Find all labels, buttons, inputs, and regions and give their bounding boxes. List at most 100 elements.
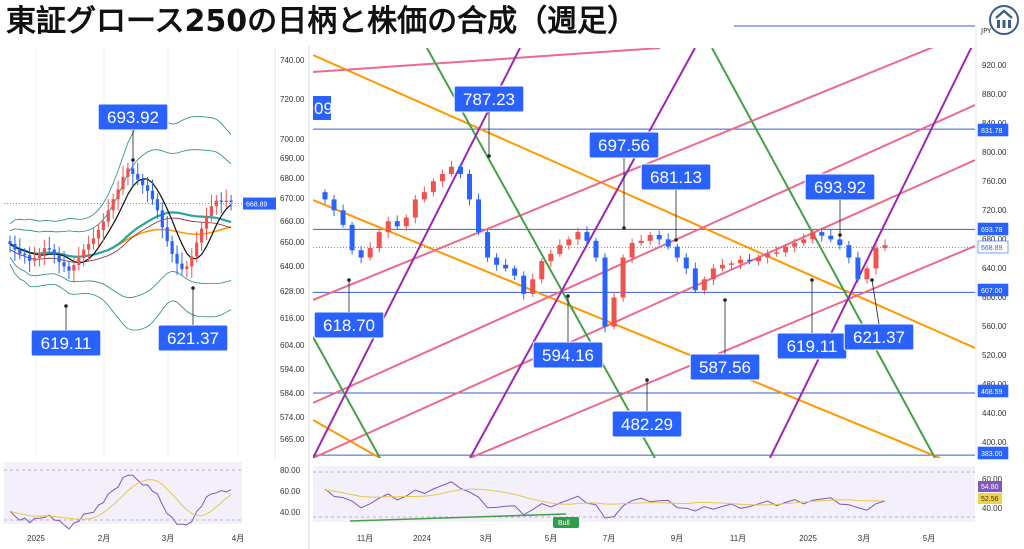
right-candle <box>539 261 545 280</box>
right-candle <box>620 257 626 298</box>
right-level-tag-label: 693.78 <box>981 227 1003 234</box>
left-candle <box>23 253 27 256</box>
right-candle <box>394 221 400 227</box>
left-candle <box>185 266 189 270</box>
right-pointer-787-dot <box>487 154 491 158</box>
right-candle <box>358 250 364 258</box>
left-candle <box>8 241 12 244</box>
left-x-tick: 4月 <box>232 534 244 543</box>
right-callout-697: 697.56 <box>588 131 660 159</box>
right-pink-line <box>313 104 975 404</box>
left-candle <box>145 185 150 191</box>
left-osc-tick: 60.00 <box>280 487 301 496</box>
right-callout-681-label: 681.13 <box>650 168 702 187</box>
left-y-tick: 584.00 <box>280 389 305 398</box>
brand-logo-icon <box>988 4 1020 38</box>
left-band-line <box>9 257 232 299</box>
left-candle <box>155 199 159 211</box>
left-osc-tick: 40.00 <box>280 508 301 517</box>
left-candle <box>180 263 184 270</box>
right-candle <box>448 166 454 174</box>
right-callout-edge-label: 09 <box>314 99 333 118</box>
right-callout-787-label: 787.23 <box>463 90 515 109</box>
right-candle <box>719 264 725 269</box>
left-x-tick: 2月 <box>98 534 110 543</box>
left-candle <box>121 176 125 190</box>
left-candle <box>67 266 71 271</box>
right-osc-signal <box>324 488 885 506</box>
right-candle <box>322 192 328 200</box>
right-y-tick: 480.00 <box>982 380 1007 389</box>
left-band-line <box>9 149 232 233</box>
left-y-tick: 700.00 <box>280 135 305 144</box>
right-pointer-618-dot <box>347 278 351 282</box>
left-pointer-low2-dot <box>191 286 195 290</box>
left-osc-bg <box>4 462 242 524</box>
left-pointer-high-dot <box>131 158 135 162</box>
right-pink-line <box>469 245 975 458</box>
right-callout-482: 482.29 <box>611 410 683 438</box>
right-candle <box>611 297 617 327</box>
right-level-tag <box>977 446 1009 460</box>
left-y-tick: 740.00 <box>280 56 305 65</box>
right-y-tick: 640.00 <box>982 264 1007 273</box>
left-candle <box>13 244 17 250</box>
left-y-tick: 720.00 <box>280 95 305 104</box>
right-candle <box>376 232 382 249</box>
left-candle <box>209 206 214 216</box>
right-candle <box>647 235 653 241</box>
right-candle <box>476 199 482 233</box>
right-candle <box>855 257 861 280</box>
right-candle <box>403 217 409 227</box>
right-candle <box>584 232 590 241</box>
left-candle <box>52 249 56 256</box>
left-candle <box>204 216 209 229</box>
right-candle <box>710 268 716 280</box>
left-price-tag-label: 668.89 <box>246 202 268 209</box>
right-candle <box>530 279 536 294</box>
right-candle <box>864 268 870 280</box>
right-y-tick: 400.00 <box>982 438 1007 447</box>
right-osc-value-tag1 <box>978 481 1002 492</box>
right-x-tick: 5月 <box>545 534 557 543</box>
right-osc-bull-tag <box>553 517 579 528</box>
right-y-tick: 560.00 <box>982 322 1007 331</box>
right-candle <box>810 232 816 240</box>
right-callout-621: 621.37 <box>843 323 915 351</box>
left-callout-low1: 619.11 <box>30 329 102 357</box>
right-callout-edge: 09 <box>313 96 333 120</box>
left-candle <box>47 248 51 250</box>
left-candle <box>214 200 218 207</box>
left-y-tick: 660.00 <box>280 217 305 226</box>
right-candle <box>692 268 698 291</box>
right-green-line <box>313 336 381 458</box>
right-x-tick: 9月 <box>671 534 683 543</box>
right-osc-bg <box>313 466 975 522</box>
right-candle <box>629 242 635 258</box>
left-band-line <box>9 115 232 225</box>
right-osc-tick: 40.00 <box>982 504 1003 513</box>
right-candle <box>439 173 445 182</box>
right-candle <box>494 257 500 265</box>
right-x-tick: 11月 <box>730 534 746 543</box>
right-x-tick: 5月 <box>923 534 935 543</box>
left-y-tick: 680.00 <box>280 174 305 183</box>
right-candle <box>385 221 391 233</box>
right-y-tick: 440.00 <box>982 409 1007 418</box>
left-candle <box>175 253 179 264</box>
left-y-tick: 670.00 <box>280 194 305 203</box>
right-candle <box>774 252 780 254</box>
left-y-tick: 594.00 <box>280 365 305 374</box>
right-pink-line <box>313 48 661 73</box>
left-y-tick: 604.00 <box>280 341 305 350</box>
left-candle <box>141 179 145 186</box>
left-candle <box>91 238 96 244</box>
right-callout-621-label: 621.37 <box>853 328 905 347</box>
right-purple-line <box>469 48 696 458</box>
right-osc-value2: 52.56 <box>981 496 999 503</box>
left-y-tick: 690.00 <box>280 154 305 163</box>
right-level-tag <box>977 240 1009 254</box>
left-candle <box>126 168 130 177</box>
